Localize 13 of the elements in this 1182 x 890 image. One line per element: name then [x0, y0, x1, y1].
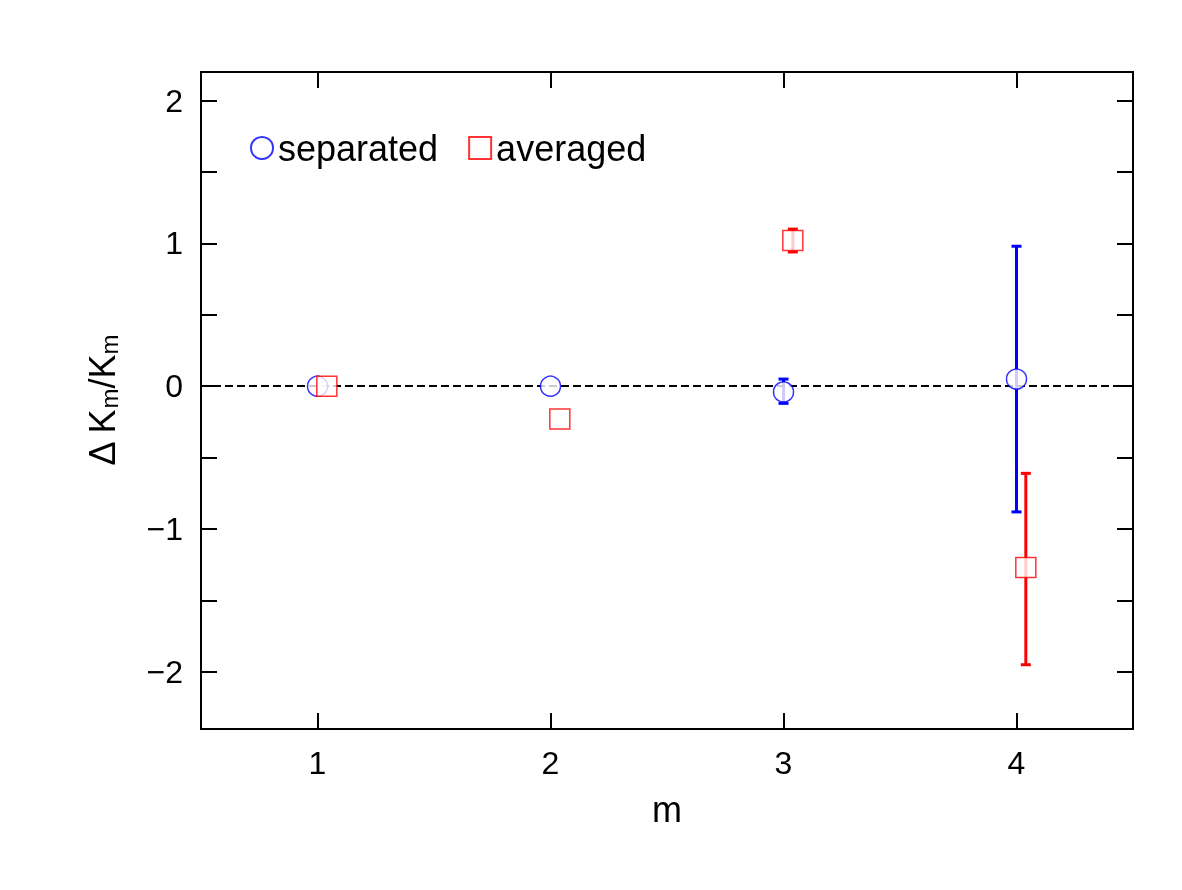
legend-label: averaged	[496, 127, 647, 169]
y-tick-label: 0	[165, 368, 183, 405]
x-tick-label: 1	[308, 745, 327, 781]
legend-label: separated	[278, 127, 439, 169]
y-tick-label: −2	[146, 653, 183, 690]
y-tick-label: 2	[165, 82, 183, 119]
y-tick-label: −1	[146, 511, 183, 548]
x-tick-label: 3	[774, 745, 793, 781]
x-axis-title: m	[652, 788, 682, 830]
y-tick-label: 1	[165, 225, 183, 262]
x-tick-label: 4	[1007, 745, 1026, 781]
y-axis-title: Δ Km/Km	[81, 334, 123, 466]
x-tick-label: 2	[541, 745, 560, 781]
